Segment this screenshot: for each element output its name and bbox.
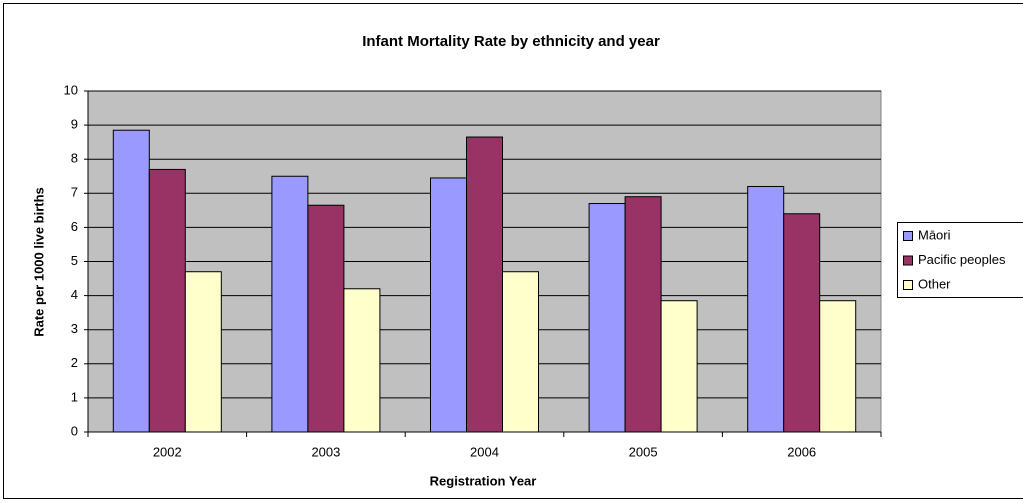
bar: [588, 203, 626, 433]
bar: [112, 129, 150, 433]
bar: [783, 213, 821, 433]
x-tick-label: 2002: [153, 444, 182, 459]
y-axis-label: Rate per 1000 live births: [31, 187, 46, 337]
bar: [502, 271, 540, 433]
bar: [660, 300, 698, 433]
bar: [343, 288, 381, 433]
bar: [429, 177, 467, 433]
x-tick-label: 2006: [787, 444, 816, 459]
y-tick-label: 2: [71, 355, 78, 370]
legend-swatch: [903, 231, 913, 241]
y-tick-label: 7: [71, 185, 78, 200]
legend-swatch: [903, 255, 913, 266]
x-tick-label: 2005: [629, 444, 658, 459]
y-tick-label: 5: [71, 253, 78, 268]
x-tick-label: 2004: [470, 444, 499, 459]
legend-box: [897, 222, 1023, 298]
bar: [819, 300, 857, 433]
chart-title: Infant Mortality Rate by ethnicity and y…: [362, 33, 660, 50]
bar: [624, 196, 662, 433]
bar: [747, 185, 785, 433]
legend-label: Other: [918, 276, 951, 291]
y-tick-label: 6: [71, 219, 78, 234]
legend-label: Pacific peoples: [918, 252, 1006, 267]
bar: [307, 204, 345, 433]
bar: [465, 136, 504, 433]
y-tick-label: 1: [71, 389, 78, 404]
bar: [148, 168, 186, 433]
x-axis-label: Registration Year: [430, 473, 537, 488]
bar: [271, 175, 309, 433]
y-tick-label: 0: [71, 423, 78, 438]
y-tick-label: 4: [71, 287, 78, 302]
legend-swatch: [903, 280, 913, 290]
bar: [184, 271, 222, 433]
y-tick-label: 9: [71, 117, 78, 132]
x-tick-label: 2003: [311, 444, 340, 459]
y-tick-label: 3: [71, 321, 78, 336]
legend-label: Māori: [918, 227, 951, 242]
y-tick-label: 10: [64, 82, 78, 97]
y-tick-label: 8: [71, 151, 78, 166]
